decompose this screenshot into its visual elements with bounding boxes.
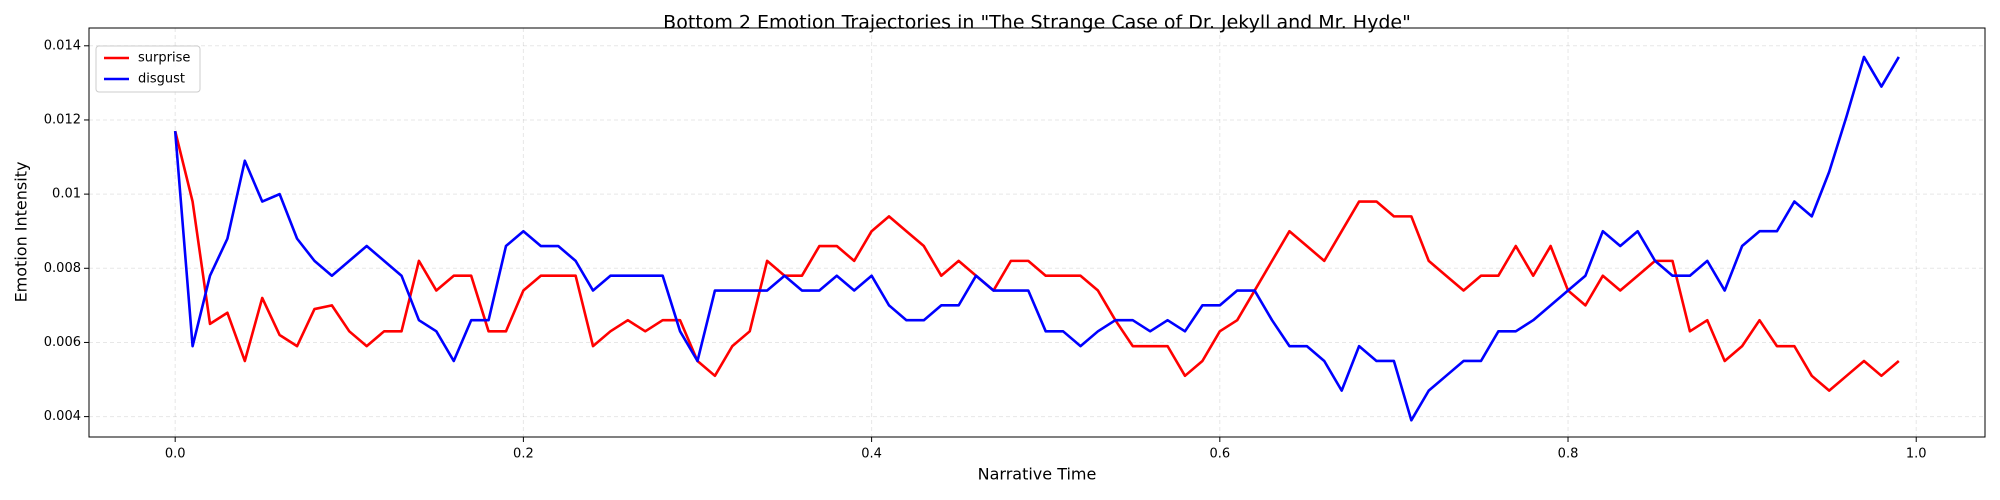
x-tick-label: 1.0 — [1906, 447, 1927, 462]
legend-label: surprise — [138, 51, 190, 66]
x-tick-label: 0.4 — [861, 447, 882, 462]
x-tick-label: 0.6 — [1209, 447, 1230, 462]
y-tick-label: 0.01 — [52, 187, 81, 202]
y-tick-label: 0.006 — [44, 335, 81, 350]
y-tick-label: 0.014 — [44, 38, 81, 53]
y-tick-label: 0.004 — [44, 409, 81, 424]
y-tick-label: 0.008 — [44, 261, 81, 276]
plot-frame — [88, 27, 1986, 438]
x-tick-label: 0.8 — [1558, 447, 1579, 462]
x-tick-label: 0.2 — [513, 447, 534, 462]
x-axis-label: Narrative Time — [978, 465, 1097, 484]
x-tick-label: 0.0 — [165, 447, 186, 462]
chart-title: Bottom 2 Emotion Trajectories in "The St… — [663, 12, 1411, 34]
line-series — [173, 55, 1900, 422]
legend-label: disgust — [138, 72, 185, 87]
y-axis-label: Emotion Intensity — [12, 162, 31, 303]
legend: surprise disgust — [95, 45, 201, 93]
line-series — [173, 130, 1900, 392]
y-tick-label: 0.012 — [44, 112, 81, 127]
